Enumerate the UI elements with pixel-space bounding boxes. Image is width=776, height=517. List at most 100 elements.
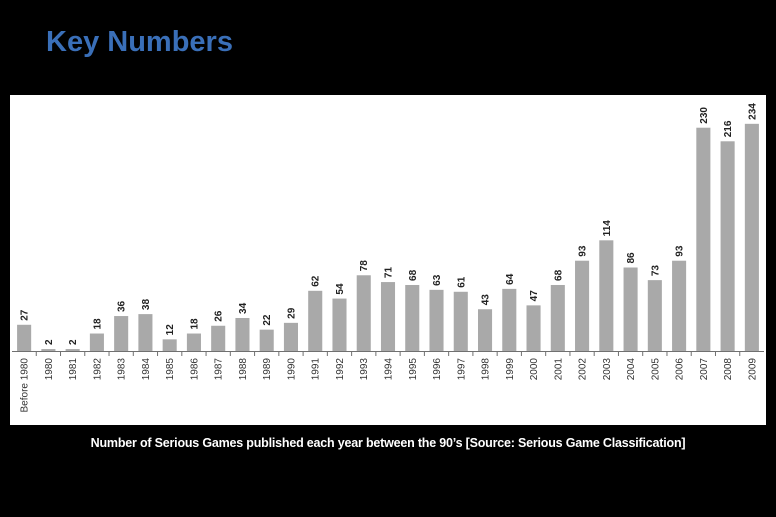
category-label: 1987: [214, 358, 225, 381]
category-label: 1993: [359, 358, 370, 381]
value-label: 22: [262, 314, 273, 326]
category-label: 1981: [68, 358, 79, 381]
category-label: 2007: [699, 358, 710, 381]
bar-2002: [575, 260, 590, 351]
value-label: 12: [165, 324, 176, 336]
category-label: 1986: [189, 358, 200, 381]
category-label: 1998: [481, 358, 492, 381]
value-label: 216: [723, 120, 734, 137]
value-label: 36: [117, 300, 128, 312]
value-label: 61: [456, 276, 467, 288]
category-label: 1992: [335, 358, 346, 381]
value-label: 54: [335, 283, 346, 295]
value-label: 71: [384, 267, 395, 279]
bar-1986: [186, 333, 201, 351]
bar-2006: [672, 260, 687, 351]
bar-2004: [623, 267, 638, 351]
bar-1990: [283, 322, 298, 351]
value-label: 234: [747, 103, 758, 120]
bar-1989: [259, 329, 274, 351]
category-label: 1996: [432, 358, 443, 381]
category-label: 1983: [117, 358, 128, 381]
slide-title: Key Numbers: [46, 26, 233, 58]
category-label: 2006: [675, 358, 686, 381]
value-label: 27: [20, 309, 31, 321]
category-label: 1994: [384, 358, 395, 381]
bar-1988: [235, 317, 250, 351]
category-label: 2003: [602, 358, 613, 381]
category-labels: Before 1980 1980 1981 1982 1983 1984 1985 1986 1…: [20, 358, 759, 413]
bar-2008: [720, 141, 735, 351]
bar-1980: [41, 349, 56, 351]
bars: [17, 123, 759, 352]
bar-1993: [356, 275, 371, 351]
value-label: 93: [578, 245, 589, 257]
category-label: Before 1980: [20, 358, 31, 413]
category-label: 1982: [92, 358, 103, 381]
chart-caption: Number of Serious Games published each y…: [90, 436, 686, 450]
bar-1984: [138, 314, 153, 351]
value-label: 2: [68, 339, 79, 345]
category-label: 2008: [723, 358, 734, 381]
bar-1998: [478, 309, 493, 351]
value-label: 230: [699, 107, 710, 124]
bar-2005: [647, 280, 662, 351]
value-label: 73: [650, 265, 661, 277]
category-label: 2004: [626, 358, 637, 381]
value-label: 68: [553, 269, 564, 281]
bar-1995: [405, 284, 420, 351]
value-label: 26: [214, 310, 225, 322]
category-label: 1997: [456, 358, 467, 381]
value-label: 47: [529, 290, 540, 302]
bar-1981: [65, 349, 80, 351]
bar-1982: [89, 333, 104, 351]
category-label: 1999: [505, 358, 516, 381]
chart-panel: 27 2 2 18 36 38 12 18 26 34 22 29 62 54 78 71 68 63 61 43 64…: [10, 95, 766, 425]
value-label: 93: [675, 245, 686, 257]
bar-1997: [453, 291, 468, 351]
category-label: 2000: [529, 358, 540, 381]
value-label: 2: [44, 339, 55, 345]
bar-before-1980: [17, 324, 32, 351]
value-label: 78: [359, 260, 370, 272]
value-label: 18: [189, 318, 200, 330]
value-label: 34: [238, 302, 249, 314]
value-label: 114: [602, 220, 613, 237]
category-label: 2002: [578, 358, 589, 381]
category-label: 2005: [650, 358, 661, 381]
category-label: 1990: [286, 358, 297, 381]
x-axis-ticks: [35, 351, 741, 356]
bar-1991: [308, 290, 323, 351]
bar-2009: [744, 123, 759, 351]
category-label: 1989: [262, 358, 273, 381]
bar-2001: [550, 284, 565, 351]
bar-1999: [502, 288, 517, 351]
bar-2000: [526, 305, 541, 351]
category-label: 2001: [553, 358, 564, 381]
category-label: 1991: [311, 358, 322, 381]
bar-1992: [332, 298, 347, 351]
value-label: 86: [626, 252, 637, 264]
bar-2003: [599, 240, 614, 351]
value-label: 29: [286, 307, 297, 319]
value-label: 63: [432, 274, 443, 286]
bar-1996: [429, 289, 444, 351]
category-label: 1988: [238, 358, 249, 381]
category-label: 1980: [44, 358, 55, 381]
bar-2007: [696, 127, 711, 352]
bar-1983: [114, 316, 129, 351]
value-label: 38: [141, 299, 152, 311]
bar-1985: [162, 339, 177, 351]
bar-1987: [211, 325, 226, 351]
category-label: 1985: [165, 358, 176, 381]
bar-1994: [380, 282, 396, 351]
category-label: 1995: [408, 358, 419, 381]
value-label: 68: [408, 269, 419, 281]
value-label: 64: [505, 273, 516, 285]
value-label: 62: [311, 275, 322, 287]
category-label: 2009: [747, 358, 758, 381]
category-label: 1984: [141, 358, 152, 381]
value-label: 18: [92, 318, 103, 330]
